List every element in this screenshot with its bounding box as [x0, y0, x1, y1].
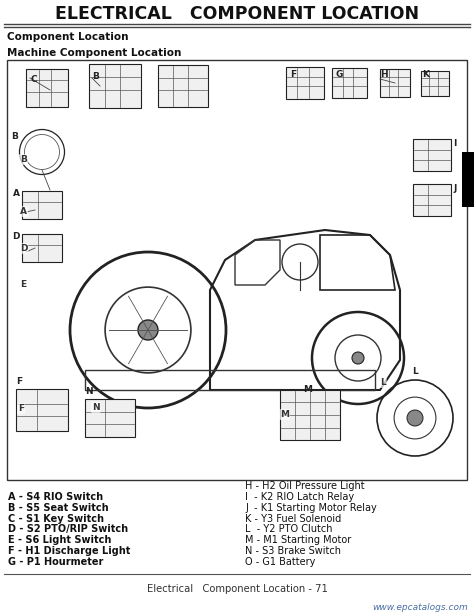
Circle shape — [407, 410, 423, 426]
Text: B: B — [20, 155, 27, 164]
Text: C: C — [30, 75, 36, 84]
Text: A - S4 RIO Switch: A - S4 RIO Switch — [8, 492, 103, 502]
Text: O - G1 Battery: O - G1 Battery — [245, 557, 315, 567]
Text: A: A — [20, 207, 27, 216]
Circle shape — [352, 352, 364, 364]
Text: F: F — [290, 70, 296, 79]
Text: F: F — [18, 404, 24, 413]
Text: K - Y3 Fuel Solenoid: K - Y3 Fuel Solenoid — [245, 514, 341, 524]
Text: J: J — [453, 184, 456, 193]
Text: Component Location: Component Location — [7, 32, 128, 42]
Bar — [22, 234, 62, 262]
Text: G: G — [336, 70, 343, 79]
Text: E - S6 Light Switch: E - S6 Light Switch — [8, 535, 111, 545]
Bar — [286, 67, 324, 99]
Text: L: L — [412, 367, 418, 376]
Text: B: B — [92, 72, 99, 81]
Bar — [158, 65, 208, 107]
Text: I: I — [453, 139, 456, 148]
Text: N: N — [92, 403, 100, 412]
Text: D - S2 PTO/RIP Switch: D - S2 PTO/RIP Switch — [8, 524, 128, 535]
Text: M - M1 Starting Motor: M - M1 Starting Motor — [245, 535, 351, 545]
Text: L  - Y2 PTO Clutch: L - Y2 PTO Clutch — [245, 524, 332, 535]
Text: E: E — [20, 280, 26, 289]
Bar — [22, 191, 62, 219]
Bar — [7, 60, 467, 480]
Bar — [421, 70, 449, 95]
Text: L: L — [380, 378, 386, 387]
Text: D: D — [12, 232, 20, 241]
Text: F - H1 Discharge Light: F - H1 Discharge Light — [8, 546, 130, 556]
Bar — [380, 69, 410, 97]
Text: H: H — [380, 70, 388, 79]
Text: I  - K2 RIO Latch Relay: I - K2 RIO Latch Relay — [245, 492, 354, 502]
Bar — [89, 64, 141, 108]
Bar — [26, 69, 68, 107]
Text: N - S3 Brake Switch: N - S3 Brake Switch — [245, 546, 341, 556]
Text: H - H2 Oil Pressure Light: H - H2 Oil Pressure Light — [245, 481, 365, 491]
Bar — [413, 184, 451, 216]
Bar — [332, 68, 367, 98]
Text: C - S1 Key Switch: C - S1 Key Switch — [8, 514, 104, 524]
Text: Electrical   Component Location - 71: Electrical Component Location - 71 — [146, 584, 328, 594]
Text: N: N — [85, 387, 92, 396]
Bar — [280, 390, 340, 440]
Text: www.epcatalogs.com: www.epcatalogs.com — [372, 603, 468, 612]
Text: ELECTRICAL   COMPONENT LOCATION: ELECTRICAL COMPONENT LOCATION — [55, 5, 419, 23]
Text: B: B — [10, 132, 18, 141]
Text: G - P1 Hourmeter: G - P1 Hourmeter — [8, 557, 103, 567]
Bar — [462, 152, 474, 207]
Text: M: M — [303, 385, 312, 394]
Text: A: A — [13, 189, 20, 198]
Circle shape — [138, 320, 158, 340]
Text: J  - K1 Starting Motor Relay: J - K1 Starting Motor Relay — [245, 503, 377, 513]
Bar — [85, 399, 135, 437]
Bar — [16, 389, 68, 431]
Text: Machine Component Location: Machine Component Location — [7, 48, 182, 58]
Text: D: D — [20, 244, 27, 253]
Bar — [413, 139, 451, 171]
Text: F: F — [16, 377, 22, 386]
Text: B - S5 Seat Switch: B - S5 Seat Switch — [8, 503, 109, 513]
Text: K: K — [422, 70, 429, 79]
Text: M: M — [280, 410, 289, 419]
